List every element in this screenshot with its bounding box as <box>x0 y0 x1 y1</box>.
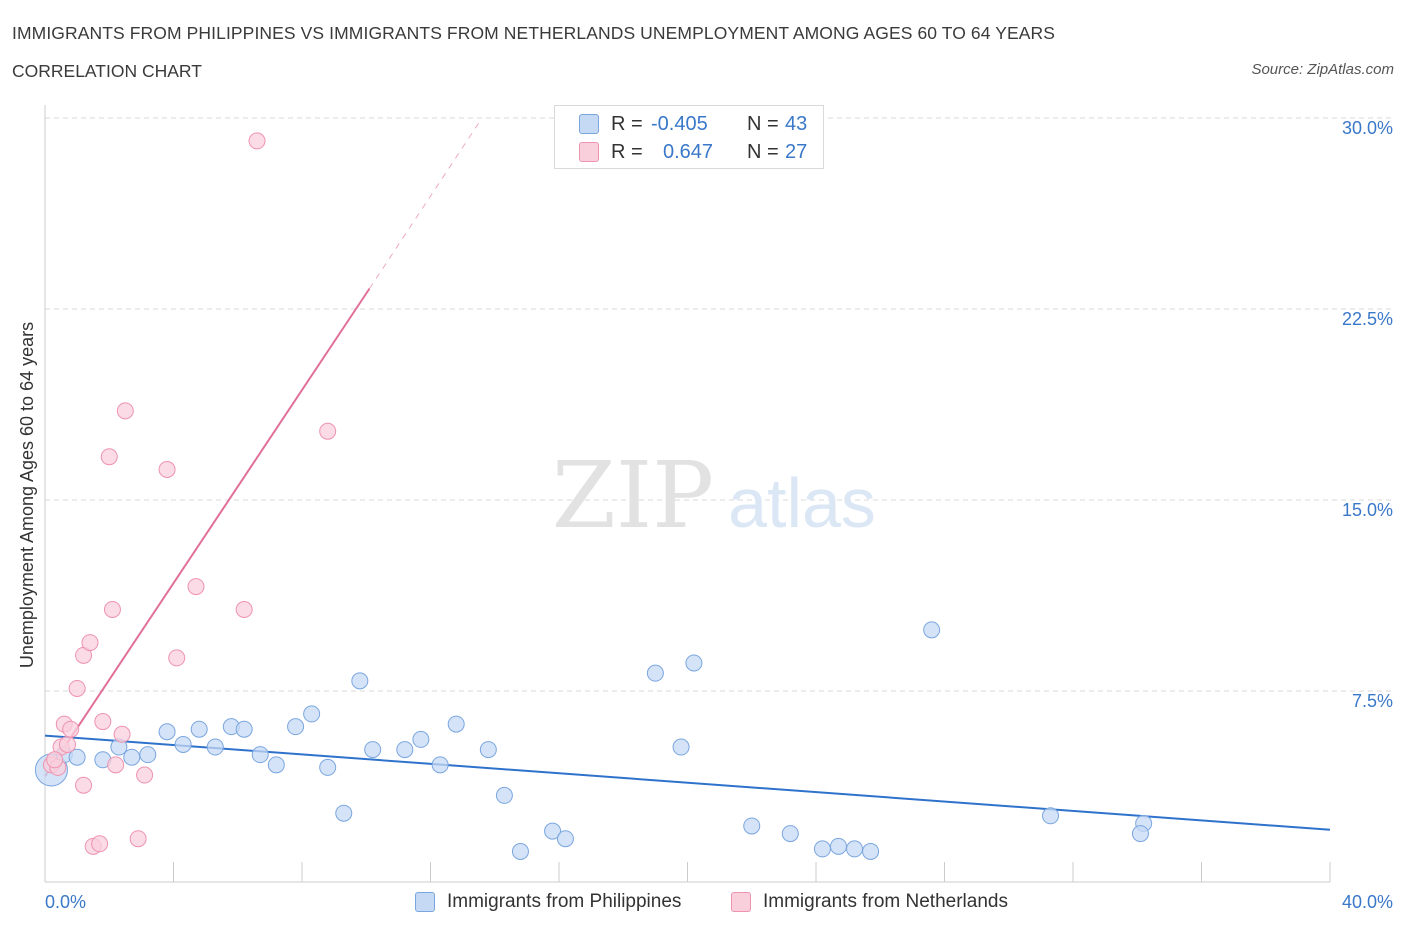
point-philippines <box>364 741 382 759</box>
point-philippines <box>813 840 831 858</box>
legend-r-value: -0.405 <box>651 112 708 135</box>
point-philippines <box>923 621 941 639</box>
point-philippines <box>846 840 864 858</box>
point-philippines <box>351 672 369 690</box>
series-legend-label: Immigrants from Netherlands <box>763 891 1008 912</box>
y-tick-label: 15.0% <box>1342 500 1393 520</box>
point-philippines <box>431 756 449 774</box>
series-legend-netherlands: Immigrants from Netherlands <box>731 890 1008 914</box>
point-philippines <box>1042 807 1060 825</box>
trendline-netherlands-extension <box>369 122 480 289</box>
legend-swatch-blue <box>415 892 435 912</box>
watermark-atlas: atlas <box>728 464 876 542</box>
point-netherlands <box>107 756 125 774</box>
axes <box>44 105 1331 883</box>
chart-subtitle: CORRELATION CHART <box>12 61 202 81</box>
point-philippines <box>829 837 847 855</box>
point-philippines <box>174 735 192 753</box>
watermark-zip: ZIP <box>552 442 714 549</box>
point-netherlands <box>113 725 131 743</box>
correlation-legend: R = -0.405 N = 43 R = 0.647 N = 27 <box>554 105 824 169</box>
point-netherlands <box>319 422 337 440</box>
point-philippines <box>190 720 208 738</box>
x-tick-label: 0.0% <box>45 892 86 912</box>
point-netherlands <box>75 776 93 794</box>
point-netherlands <box>235 601 253 619</box>
point-philippines <box>303 705 321 723</box>
point-philippines <box>68 748 86 766</box>
watermark: ZIP atlas <box>552 442 876 549</box>
y-tick-label: 30.0% <box>1342 118 1393 138</box>
point-philippines <box>319 758 337 776</box>
point-netherlands <box>46 751 64 769</box>
source-credit: Source: ZipAtlas.com <box>1251 61 1394 78</box>
point-philippines <box>412 730 430 748</box>
legend-n-label: N = <box>747 112 779 135</box>
trendline-netherlands <box>44 288 371 777</box>
point-philippines <box>267 756 285 774</box>
point-philippines <box>743 817 761 835</box>
point-netherlands <box>91 835 109 853</box>
point-netherlands <box>94 713 112 731</box>
point-philippines <box>511 842 529 860</box>
point-netherlands <box>158 460 176 478</box>
y-tick-label: 22.5% <box>1342 309 1393 329</box>
legend-r-label: R = <box>611 140 643 163</box>
x-tick-label: 40.0% <box>1342 892 1393 912</box>
point-philippines <box>158 723 176 741</box>
point-netherlands <box>68 679 86 697</box>
legend-n-label: N = <box>747 140 779 163</box>
point-netherlands <box>168 649 186 667</box>
point-philippines <box>862 842 880 860</box>
point-netherlands <box>103 601 121 619</box>
y-tick-label: 7.5% <box>1352 691 1393 711</box>
point-netherlands <box>187 578 205 596</box>
legend-n-value: 43 <box>785 112 808 135</box>
point-philippines <box>556 830 574 848</box>
point-netherlands <box>248 132 266 150</box>
point-philippines <box>287 718 305 736</box>
legend-n-value: 27 <box>785 140 808 163</box>
point-netherlands <box>136 766 154 784</box>
point-philippines <box>544 822 562 840</box>
point-netherlands <box>116 402 134 420</box>
point-philippines <box>781 825 799 843</box>
point-philippines <box>206 738 224 756</box>
point-philippines <box>235 720 253 738</box>
chart-title: IMMIGRANTS FROM PHILIPPINES VS IMMIGRANT… <box>12 23 1056 43</box>
point-philippines <box>1131 825 1149 843</box>
point-netherlands <box>100 448 118 466</box>
series-legend-label: Immigrants from Philippines <box>447 891 682 912</box>
point-philippines <box>479 741 497 759</box>
point-netherlands <box>62 720 80 738</box>
series-legend-philippines: Immigrants from Philippines <box>415 890 681 914</box>
data-points <box>34 132 1153 860</box>
legend-row-netherlands: R = 0.647 N = 27 <box>579 140 807 164</box>
point-philippines <box>685 654 703 672</box>
point-philippines <box>672 738 690 756</box>
point-philippines <box>495 786 513 804</box>
point-philippines <box>123 748 141 766</box>
point-netherlands <box>129 830 147 848</box>
tick-labels: 7.5% 15.0% 22.5% 30.0% 0.0% 40.0% <box>45 118 1393 912</box>
point-philippines <box>447 715 465 733</box>
point-netherlands <box>58 735 76 753</box>
point-philippines <box>139 746 157 764</box>
point-philippines <box>251 746 269 764</box>
legend-swatch-pink <box>731 892 751 912</box>
legend-row-philippines: R = -0.405 N = 43 <box>579 112 807 136</box>
point-philippines <box>646 664 664 682</box>
point-netherlands <box>81 634 99 652</box>
point-philippines <box>396 741 414 759</box>
legend-swatch-pink <box>579 142 599 162</box>
point-philippines <box>335 804 353 822</box>
legend-swatch-blue <box>579 114 599 134</box>
legend-r-value: 0.647 <box>663 140 714 163</box>
y-axis-label: Unemployment Among Ages 60 to 64 years <box>17 322 37 668</box>
legend-r-label: R = <box>611 112 643 135</box>
